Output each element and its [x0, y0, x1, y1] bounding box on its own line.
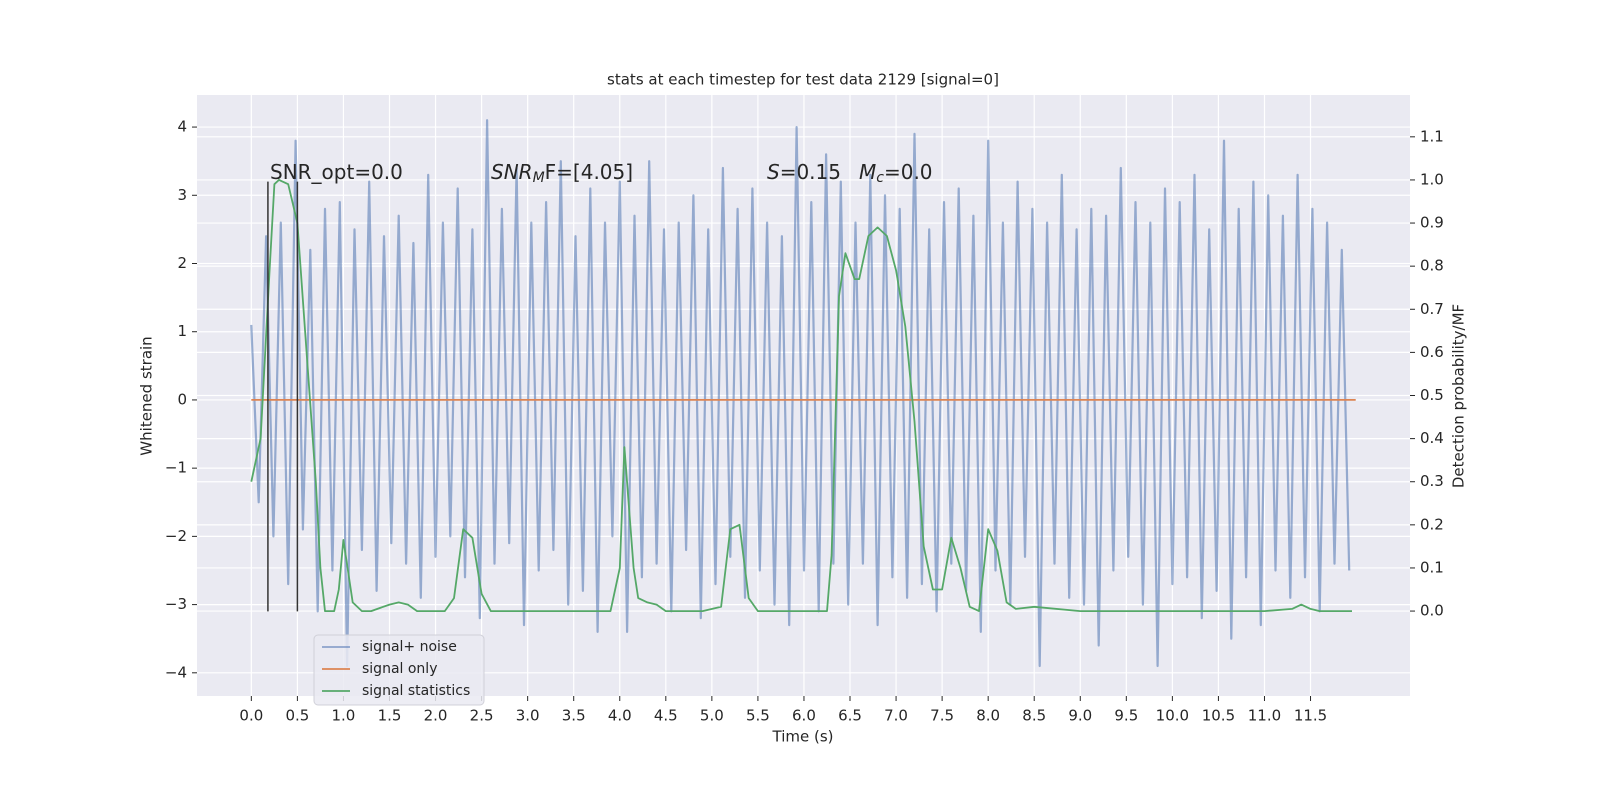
- x-tick-label: 2.0: [424, 707, 448, 725]
- x-tick-label: 7.5: [930, 707, 954, 725]
- annotation-sub: M: [533, 170, 545, 186]
- x-tick-label: 11.0: [1248, 707, 1281, 725]
- x-tick-label: 9.0: [1068, 707, 1092, 725]
- annotation-rest: =0.0: [884, 160, 933, 184]
- legend-box: [313, 634, 485, 706]
- x-tick-label: 1.0: [332, 707, 356, 725]
- x-tick-label: 5.0: [700, 707, 724, 725]
- series-line: [250, 179, 1352, 612]
- y2-tick-label: 0.2: [1420, 515, 1444, 533]
- x-tick-label: 6.5: [838, 707, 862, 725]
- x-tick-label: 2.5: [470, 707, 494, 725]
- y2-tick-label: 0.5: [1420, 386, 1444, 404]
- annotation: SNRMF=[4.05]: [491, 160, 633, 187]
- x-tick-label: 0.0: [239, 707, 263, 725]
- x-tick-label: 4.5: [654, 707, 678, 725]
- x-tick-label: 5.5: [746, 707, 770, 725]
- annotation: S=0.15: [767, 160, 841, 184]
- y2-tick-label: 0.4: [1420, 429, 1444, 447]
- x-tick-label: 11.5: [1294, 707, 1327, 725]
- y-tick-label: 4: [177, 118, 187, 136]
- y2-tick-label: 0.8: [1420, 257, 1444, 275]
- x-tick-label: 1.5: [378, 707, 402, 725]
- annotation: SNR_opt=0.0: [270, 160, 403, 184]
- annotation: Mc=0.0: [859, 160, 933, 187]
- y-tick-label: 3: [177, 186, 187, 204]
- y2-tick-label: 0.6: [1420, 343, 1444, 361]
- x-tick-label: 4.0: [608, 707, 632, 725]
- annotation-base: S: [767, 160, 780, 184]
- annotation-rest: F=[4.05]: [545, 160, 633, 184]
- chart-title: stats at each timestep for test data 212…: [607, 71, 999, 89]
- legend-label: signal+ noise: [362, 639, 457, 655]
- y-tick-label: 1: [177, 322, 187, 340]
- y-tick-label: −3: [165, 595, 187, 613]
- x-tick-label: 6.0: [792, 707, 816, 725]
- y2-tick-label: 0.0: [1420, 602, 1444, 620]
- x-tick-label: 9.5: [1114, 707, 1138, 725]
- y2-tick-label: 1.0: [1420, 170, 1444, 188]
- y-tick-label: 2: [177, 254, 187, 272]
- x-tick-label: 0.5: [285, 707, 309, 725]
- x-tick-label: 7.0: [884, 707, 908, 725]
- x-tick-label: 10.0: [1156, 707, 1189, 725]
- x-tick-label: 8.0: [976, 707, 1000, 725]
- y-tick-label: −2: [165, 527, 187, 545]
- series-line: [250, 119, 1351, 668]
- legend-label: signal only: [362, 661, 437, 677]
- y2-axis-label: Detection probability/MF: [1450, 304, 1468, 488]
- x-tick-label: 3.5: [562, 707, 586, 725]
- legend-label: signal statistics: [362, 683, 470, 699]
- y2-tick-label: 1.1: [1420, 127, 1444, 145]
- y2-tick-label: 0.7: [1420, 300, 1444, 318]
- x-axis-label: Time (s): [772, 728, 834, 746]
- y2-tick-label: 0.1: [1420, 558, 1444, 576]
- x-tick-label: 10.5: [1202, 707, 1235, 725]
- y-tick-label: −4: [165, 663, 187, 681]
- annotation-sub: c: [876, 170, 884, 186]
- y-tick-label: −1: [165, 459, 187, 477]
- y2-tick-label: 0.9: [1420, 214, 1444, 232]
- annotation-text: SNR_opt=0.0: [270, 160, 403, 184]
- y-axis-label: Whitened strain: [138, 336, 156, 455]
- x-tick-label: 8.5: [1022, 707, 1046, 725]
- y-tick-label: 0: [177, 390, 187, 408]
- x-tick-label: 3.0: [516, 707, 540, 725]
- annotation-base: M: [859, 160, 876, 184]
- y2-tick-label: 0.3: [1420, 472, 1444, 490]
- annotation-rest: =0.15: [780, 160, 841, 184]
- annotation-base: SNR: [491, 160, 533, 184]
